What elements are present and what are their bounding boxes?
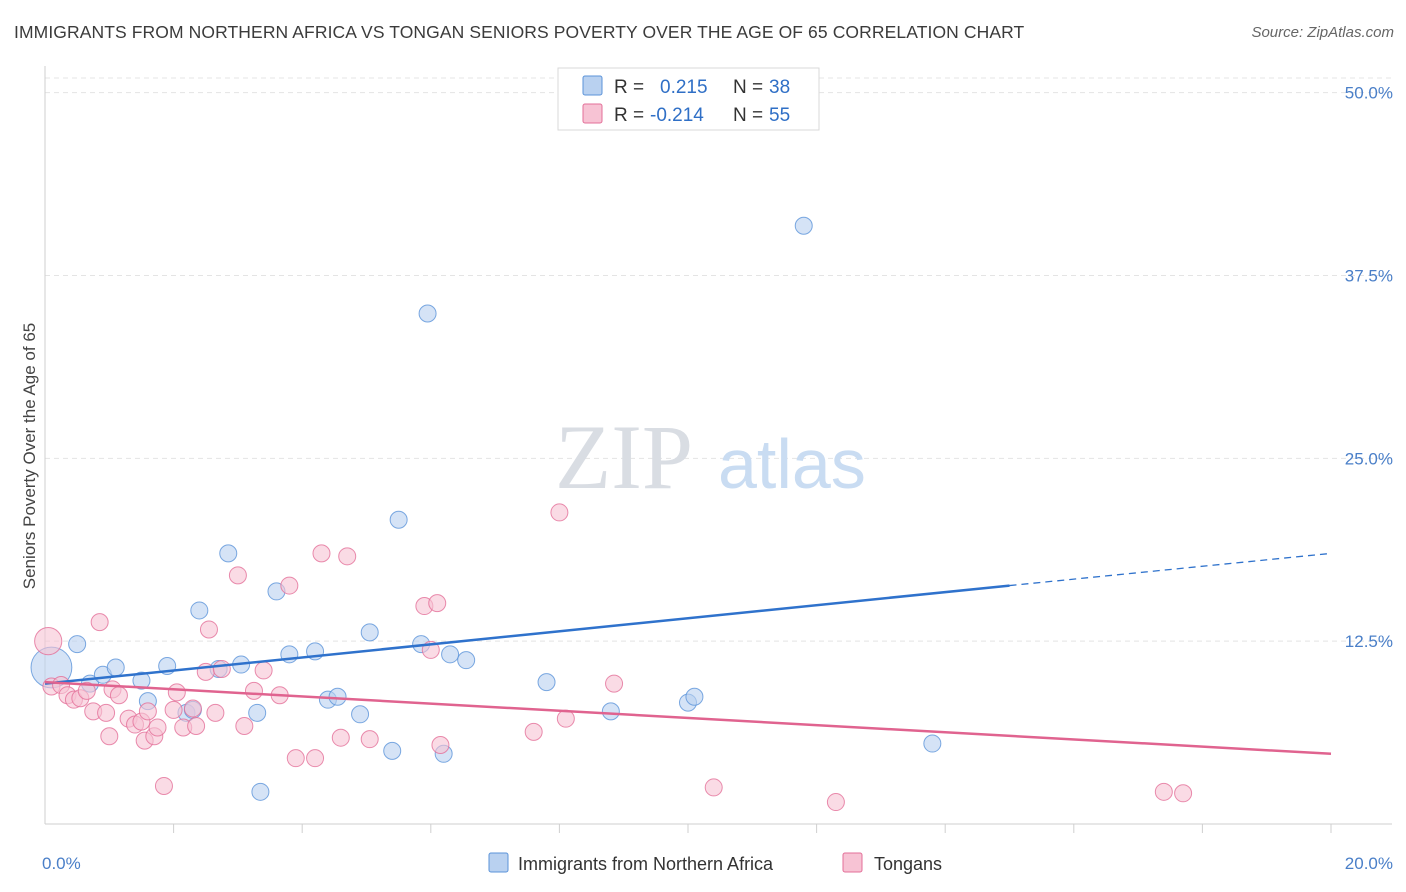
point-series1-30 — [228, 566, 247, 585]
bottom-legend: Immigrants from Northern Africa Tongans — [488, 852, 942, 874]
legend-r-label-2: R = — [614, 105, 644, 126]
point-series0-28 — [441, 645, 460, 664]
point-series0-21 — [351, 705, 370, 724]
point-series1-0 — [34, 627, 63, 656]
point-series1-9 — [97, 703, 116, 722]
point-series0-33 — [685, 687, 704, 706]
point-series0-15 — [251, 782, 270, 801]
y-tick-label-0: 12.5% — [1345, 632, 1393, 651]
point-series1-32 — [244, 681, 263, 700]
legend-r-label-1: R = — [614, 77, 644, 98]
point-series1-22 — [167, 683, 186, 702]
trend-line-series1 — [44, 680, 1332, 756]
point-series1-39 — [331, 728, 350, 747]
watermark-atlas: atlas — [718, 425, 866, 503]
point-series1-24 — [183, 699, 202, 718]
point-series1-44 — [428, 594, 447, 613]
point-series1-48 — [556, 709, 575, 728]
point-series1-8 — [90, 613, 109, 632]
point-series0-35 — [923, 734, 942, 753]
scatter-points — [30, 216, 1193, 812]
point-series0-12 — [219, 544, 238, 563]
trend-line-series0 — [44, 584, 1010, 685]
legend-r-value-1: 0.215 — [660, 77, 708, 98]
watermark-zip: ZIP — [555, 406, 693, 508]
grid-lines — [45, 77, 1392, 642]
point-series1-37 — [306, 749, 325, 768]
point-series1-17 — [138, 702, 157, 721]
point-series0-31 — [601, 702, 620, 721]
point-series0-24 — [389, 510, 408, 529]
point-series1-29 — [212, 659, 231, 678]
point-series0-1 — [68, 635, 87, 654]
x-tick-label-1: 20.0% — [1345, 854, 1393, 873]
point-series1-53 — [1174, 784, 1193, 803]
y-tick-labels: 12.5% 25.0% 37.5% 50.0% — [1345, 84, 1393, 652]
point-series1-12 — [109, 686, 128, 705]
point-series1-51 — [826, 793, 845, 812]
legend-n-label-1: N = — [733, 77, 763, 98]
legend-n-value-2: 55 — [769, 105, 790, 126]
y-tick-label-2: 37.5% — [1345, 266, 1393, 285]
point-series1-25 — [187, 716, 206, 735]
point-series1-40 — [338, 547, 357, 566]
point-series1-27 — [199, 620, 218, 639]
point-series0-30 — [537, 673, 556, 692]
watermark: ZIP atlas — [555, 406, 866, 508]
point-series1-6 — [77, 681, 96, 700]
legend-n-value-1: 38 — [769, 77, 790, 98]
point-series0-34 — [794, 216, 813, 235]
source-label: Source: ZipAtlas.com — [1251, 24, 1394, 41]
point-series1-28 — [206, 703, 225, 722]
point-series0-20 — [328, 687, 347, 706]
x-tick-labels: 0.0% 20.0% — [42, 854, 1393, 873]
point-series1-49 — [605, 674, 624, 693]
point-series0-10 — [190, 601, 209, 620]
point-series1-52 — [1154, 782, 1173, 801]
bottom-legend-label-pink: Tongans — [874, 854, 942, 874]
point-series0-26 — [418, 304, 437, 323]
point-series1-31 — [235, 716, 254, 735]
point-series0-23 — [383, 741, 402, 760]
trend-lines — [44, 552, 1332, 756]
y-axis-label: Seniors Poverty Over the Age of 65 — [20, 323, 39, 589]
bottom-legend-swatch-blue — [488, 852, 509, 873]
y-tick-label-3: 50.0% — [1345, 84, 1393, 103]
point-series0-22 — [360, 623, 379, 642]
point-series1-20 — [154, 776, 173, 795]
point-series1-38 — [312, 544, 331, 563]
point-series1-41 — [360, 730, 379, 749]
point-series0-5 — [132, 671, 151, 690]
chart-title: IMMIGRANTS FROM NORTHERN AFRICA VS TONGA… — [14, 22, 1025, 42]
bottom-legend-label-blue: Immigrants from Northern Africa — [518, 854, 774, 874]
bottom-legend-swatch-pink — [842, 852, 863, 873]
point-series1-33 — [254, 661, 273, 680]
legend: R = 0.215 N = 38 R = -0.214 N = 55 — [557, 67, 820, 131]
point-series1-10 — [100, 727, 119, 746]
point-series1-19 — [148, 718, 167, 737]
legend-n-label-2: N = — [733, 105, 763, 126]
point-series0-14 — [248, 703, 267, 722]
point-series1-21 — [164, 700, 183, 719]
point-series1-47 — [550, 503, 569, 522]
point-series0-29 — [457, 651, 476, 670]
point-series1-50 — [704, 778, 723, 797]
legend-swatch-blue — [582, 75, 603, 96]
y-tick-label-1: 25.0% — [1345, 449, 1393, 468]
point-series1-46 — [524, 722, 543, 741]
point-series1-35 — [280, 576, 299, 595]
legend-swatch-pink — [582, 103, 603, 124]
axes — [44, 66, 1392, 833]
point-series0-4 — [106, 658, 125, 677]
trend-line-series0-extension — [1009, 552, 1332, 587]
point-series1-45 — [431, 736, 450, 755]
point-series1-36 — [286, 749, 305, 768]
x-tick-label-0: 0.0% — [42, 854, 81, 873]
legend-r-value-2: -0.214 — [650, 105, 704, 126]
